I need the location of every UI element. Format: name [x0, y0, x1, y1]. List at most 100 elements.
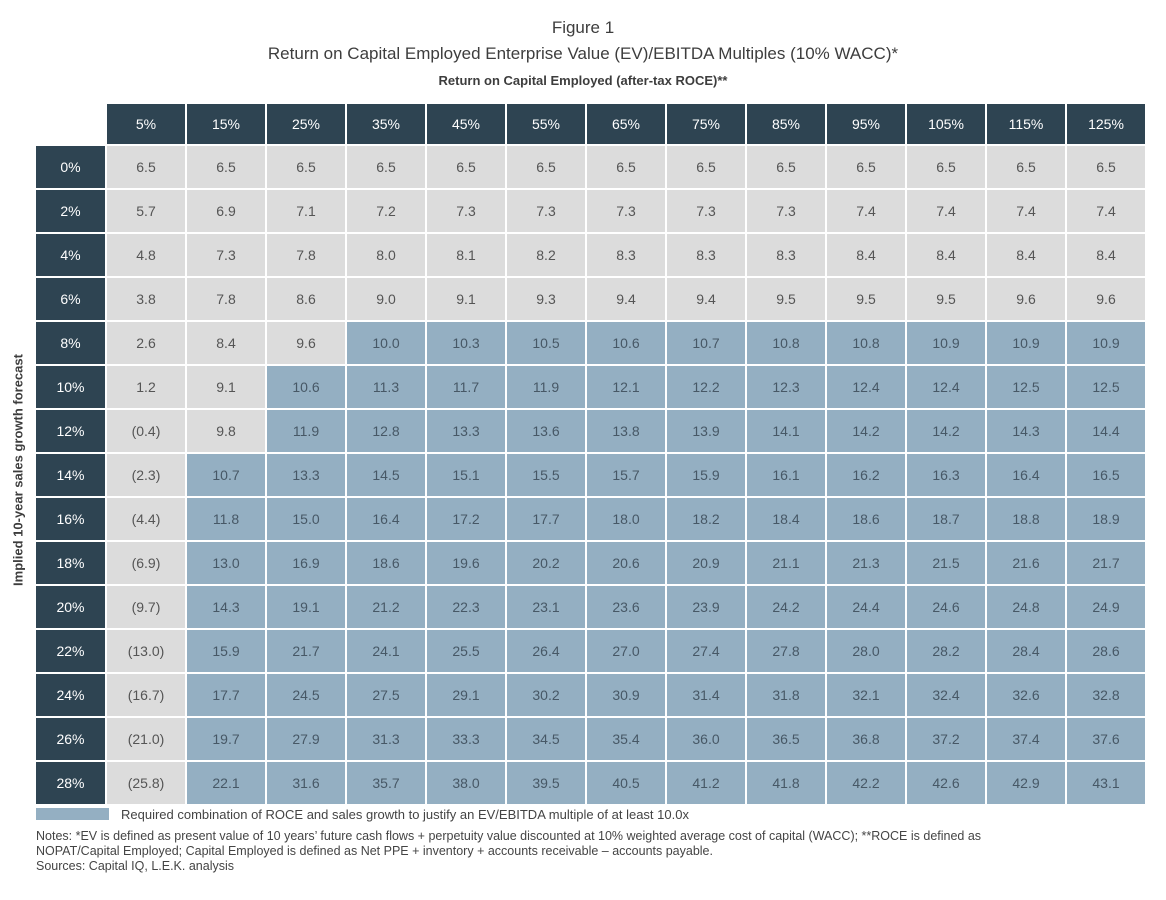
- table-cell: 9.8: [187, 410, 265, 452]
- row-header: 14%: [36, 454, 105, 496]
- table-cell: 21.7: [1067, 542, 1145, 584]
- table-cell: 3.8: [107, 278, 185, 320]
- table-cell: 18.6: [827, 498, 905, 540]
- table-cell: 24.4: [827, 586, 905, 628]
- table-cell: 12.4: [827, 366, 905, 408]
- table-cell: 41.8: [747, 762, 825, 804]
- table-cell: 9.6: [1067, 278, 1145, 320]
- table-cell: 8.4: [987, 234, 1065, 276]
- table-cell: 6.5: [427, 146, 505, 188]
- table-cell: (21.0): [107, 718, 185, 760]
- table-cell: 31.8: [747, 674, 825, 716]
- notes-line-2: NOPAT/Capital Employed; Capital Employed…: [36, 844, 713, 858]
- table-cell: (0.4): [107, 410, 185, 452]
- table-cell: 32.8: [1067, 674, 1145, 716]
- row-header: 10%: [36, 366, 105, 408]
- table-cell: 11.9: [267, 410, 345, 452]
- table-cell: (25.8): [107, 762, 185, 804]
- table-cell: 7.3: [667, 190, 745, 232]
- table-cell: 9.6: [987, 278, 1065, 320]
- table-cell: 7.3: [507, 190, 585, 232]
- table-cell: 16.1: [747, 454, 825, 496]
- table-cell: 8.3: [587, 234, 665, 276]
- table-cell: 36.0: [667, 718, 745, 760]
- table-cell: 18.0: [587, 498, 665, 540]
- table-cell: 29.1: [427, 674, 505, 716]
- table-cell: 10.7: [187, 454, 265, 496]
- table-cell: 12.5: [987, 366, 1065, 408]
- row-header: 0%: [36, 146, 105, 188]
- table-cell: 10.9: [1067, 322, 1145, 364]
- table-cell: 6.5: [507, 146, 585, 188]
- table-cell: 6.5: [347, 146, 425, 188]
- column-header: 115%: [987, 104, 1065, 144]
- table-cell: 10.5: [507, 322, 585, 364]
- row-header: 28%: [36, 762, 105, 804]
- table-cell: 24.5: [267, 674, 345, 716]
- table-cell: 42.9: [987, 762, 1065, 804]
- table-cell: 27.4: [667, 630, 745, 672]
- column-header: 55%: [507, 104, 585, 144]
- table-cell: 7.4: [1067, 190, 1145, 232]
- table-cell: 19.7: [187, 718, 265, 760]
- row-header: 22%: [36, 630, 105, 672]
- table-cell: 6.5: [827, 146, 905, 188]
- column-header: 45%: [427, 104, 505, 144]
- column-header: 95%: [827, 104, 905, 144]
- table-cell: 9.5: [747, 278, 825, 320]
- row-header: 16%: [36, 498, 105, 540]
- table-cell: 4.8: [107, 234, 185, 276]
- table-cell: 2.6: [107, 322, 185, 364]
- table-cell: 39.5: [507, 762, 585, 804]
- table-cell: 9.1: [187, 366, 265, 408]
- table-cell: 16.4: [347, 498, 425, 540]
- table-cell: 24.6: [907, 586, 985, 628]
- table-cell: (6.9): [107, 542, 185, 584]
- table-cell: 30.9: [587, 674, 665, 716]
- table-cell: 20.2: [507, 542, 585, 584]
- table-cell: 17.7: [187, 674, 265, 716]
- table-cell: 24.2: [747, 586, 825, 628]
- column-header: 65%: [587, 104, 665, 144]
- table-cell: 6.5: [107, 146, 185, 188]
- table-cell: 6.5: [187, 146, 265, 188]
- legend: Required combination of ROCE and sales g…: [36, 806, 689, 822]
- table-cell: 6.5: [907, 146, 985, 188]
- table-cell: 18.2: [667, 498, 745, 540]
- table-cell: 12.1: [587, 366, 665, 408]
- table-cell: 21.5: [907, 542, 985, 584]
- table-cell: 8.4: [907, 234, 985, 276]
- table-cell: 1.2: [107, 366, 185, 408]
- table-cell: 9.5: [907, 278, 985, 320]
- table-cell: 12.5: [1067, 366, 1145, 408]
- table-cell: 12.3: [747, 366, 825, 408]
- table-cell: 13.3: [427, 410, 505, 452]
- table-cell: 6.5: [987, 146, 1065, 188]
- table-cell: 43.1: [1067, 762, 1145, 804]
- table-cell: 19.1: [267, 586, 345, 628]
- notes-line-3: Sources: Capital IQ, L.E.K. analysis: [36, 859, 235, 873]
- table-cell: 6.5: [667, 146, 745, 188]
- column-header: 25%: [267, 104, 345, 144]
- table-cell: 7.3: [427, 190, 505, 232]
- table-cell: 7.3: [587, 190, 665, 232]
- table-cell: 5.7: [107, 190, 185, 232]
- table-cell: 14.2: [907, 410, 985, 452]
- table-cell: 14.2: [827, 410, 905, 452]
- row-header: 26%: [36, 718, 105, 760]
- table-cell: 7.4: [987, 190, 1065, 232]
- table-cell: 24.9: [1067, 586, 1145, 628]
- column-axis-label: Return on Capital Employed (after-tax RO…: [438, 73, 728, 88]
- table-cell: 21.6: [987, 542, 1065, 584]
- row-header: 20%: [36, 586, 105, 628]
- table-cell: 28.2: [907, 630, 985, 672]
- table-cell: 8.4: [187, 322, 265, 364]
- table-cell: 15.9: [667, 454, 745, 496]
- table-cell: 14.5: [347, 454, 425, 496]
- table-cell: 10.8: [827, 322, 905, 364]
- table-cell: 27.8: [747, 630, 825, 672]
- table-cell: 20.6: [587, 542, 665, 584]
- table-cell: 20.9: [667, 542, 745, 584]
- table-cell: 10.0: [347, 322, 425, 364]
- table-cell: 13.8: [587, 410, 665, 452]
